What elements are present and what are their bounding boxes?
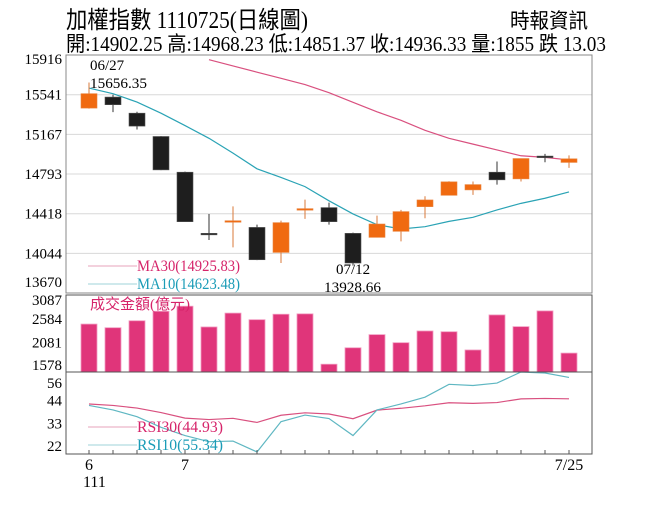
price-gridlines	[66, 94, 592, 254]
candle-body	[128, 112, 146, 127]
price-tick-label: 14793	[25, 167, 63, 183]
ma30-line	[208, 59, 570, 161]
ma10-line	[88, 87, 570, 230]
volume-bar	[248, 319, 266, 373]
rsi-lines	[88, 371, 570, 453]
rsi-tick-label: 56	[47, 376, 63, 392]
rsi-tick-label: 33	[47, 416, 62, 432]
volume-bar	[512, 326, 530, 373]
candle-body	[320, 207, 338, 222]
volume-tick-label: 3087	[32, 293, 63, 309]
candle-body	[488, 171, 506, 181]
candle-body	[248, 227, 266, 261]
candle-body	[536, 155, 554, 158]
candle-body	[464, 184, 482, 191]
candle-body	[512, 158, 530, 180]
panel-frame	[65, 54, 593, 294]
candle-body	[224, 220, 242, 223]
candle-body	[368, 223, 386, 238]
data-source: 時報資訊	[510, 9, 588, 33]
price-tick-label: 14044	[25, 246, 63, 262]
volume-bar	[440, 331, 458, 373]
volume-bar	[560, 352, 578, 373]
price-legend: MA30(14925.83) MA10(14623.48)	[88, 258, 240, 293]
volume-bars	[80, 305, 578, 373]
rsi-tick-label: 22	[47, 439, 62, 455]
volume-bar	[464, 349, 482, 373]
volume-bar	[344, 347, 362, 373]
volume-bar	[128, 320, 146, 373]
x-year-label: 111	[83, 474, 106, 491]
candle-body	[296, 208, 314, 211]
volume-bar	[80, 323, 98, 373]
x-tick-label: 7	[181, 457, 189, 474]
candle-body	[152, 136, 170, 171]
rsi-tick-label: 44	[47, 394, 63, 410]
price-tick-label: 15541	[25, 88, 63, 104]
rsi10-line	[88, 371, 570, 453]
volume-bar	[176, 305, 194, 373]
ma30-legend-label: MA30(14925.83)	[137, 258, 240, 275]
annotation-low-value: 13928.66	[324, 280, 382, 296]
price-tick-label: 13670	[25, 275, 63, 291]
volume-tick-label: 2081	[32, 336, 62, 352]
price-tick-label: 15167	[25, 127, 63, 143]
candle-body	[440, 181, 458, 196]
annotation-high-date: 06/27	[90, 58, 125, 74]
annotation-high-value: 15656.35	[90, 76, 147, 92]
volume-title: 成交金額(億元)	[90, 295, 190, 313]
volume-bar	[368, 334, 386, 373]
candle-body	[80, 93, 98, 109]
candle-body	[344, 233, 362, 264]
axes: 15916 15541 15167 14793 14418 14044 13670 3087 2…	[25, 52, 593, 491]
rsi-legend: RSI30(44.93) RSI10(55.34)	[88, 419, 223, 454]
moving-average-lines	[88, 59, 570, 230]
price-tick-label: 14418	[25, 207, 63, 223]
volume-bar	[488, 314, 506, 373]
price-tick-label: 15916	[25, 52, 63, 68]
candle-body	[416, 199, 434, 207]
volume-bar	[296, 313, 314, 373]
volume-bar	[152, 310, 170, 373]
chart-title: 加權指數 1110725(日線圖)	[66, 7, 308, 34]
volume-bar	[224, 312, 242, 373]
candle-body	[176, 171, 194, 222]
ma10-legend-label: MA10(14623.48)	[137, 276, 240, 293]
quote-summary: 開:14902.25 高:14968.23 低:14851.37 收:14936…	[66, 32, 606, 56]
volume-tick-label: 1578	[32, 358, 62, 374]
volume-bar	[104, 327, 122, 373]
x-tick-label: 6	[85, 457, 93, 474]
volume-bar	[200, 326, 218, 373]
x-tick-label: 7/25	[555, 457, 583, 474]
volume-bar	[416, 330, 434, 373]
candle-body	[272, 222, 290, 253]
candle-body	[560, 158, 578, 163]
volume-tick-label: 2584	[32, 312, 63, 328]
rsi30-line	[88, 397, 570, 424]
rsi10-legend-label: RSI10(55.34)	[137, 437, 223, 454]
rsi30-legend-label: RSI30(44.93)	[137, 419, 223, 436]
annotation-low-date: 07/12	[336, 262, 370, 278]
volume-bar	[392, 342, 410, 373]
volume-bar	[272, 313, 290, 373]
candle-body	[200, 233, 218, 236]
candle-body	[392, 211, 410, 232]
volume-bar	[320, 363, 338, 373]
candle-body	[104, 96, 122, 105]
candlesticks	[80, 82, 578, 266]
volume-bar	[536, 310, 554, 373]
